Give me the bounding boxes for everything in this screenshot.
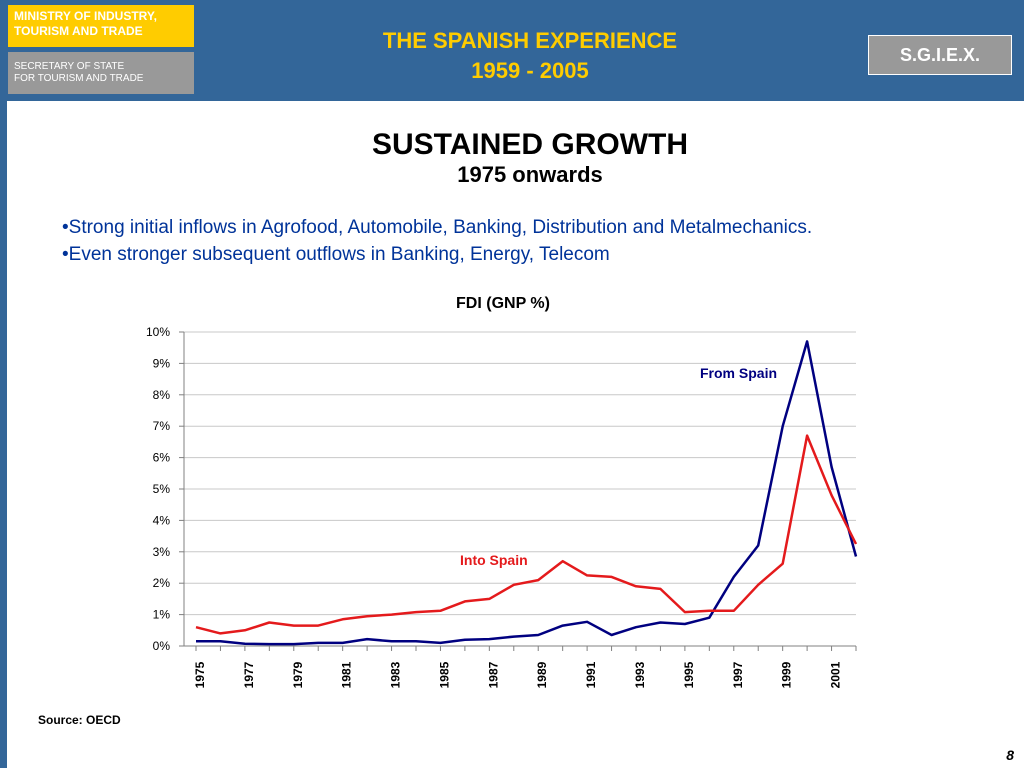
x-tick-label: 1991 — [584, 661, 598, 688]
header-title-line2: 1959 - 2005 — [471, 58, 589, 83]
secretary-line2: FOR TOURISM AND TRADE — [14, 73, 144, 84]
series-line-into-spain — [195, 434, 858, 635]
secretary-box: SECRETARY OF STATE FOR TOURISM AND TRADE — [8, 52, 194, 94]
x-tick-label: 1995 — [682, 661, 696, 688]
chart-title: FDI (GNP %) — [456, 295, 550, 312]
source-note: Source: OECD — [38, 713, 121, 727]
x-tick-label: 1987 — [486, 661, 500, 688]
x-tick-label: 1983 — [389, 661, 403, 688]
x-tick-label: 1989 — [535, 661, 549, 688]
ministry-line2: TOURISM AND TRADE — [14, 24, 143, 38]
x-tick-label: 1979 — [291, 661, 305, 688]
header-bar: MINISTRY OF INDUSTRY, TOURISM AND TRADE … — [0, 0, 1024, 101]
bullet-item-1: •Strong initial inflows in Agrofood, Aut… — [62, 217, 813, 238]
y-tick-label: 6% — [153, 451, 171, 465]
x-tick-label: 1985 — [437, 661, 451, 688]
ministry-logo-box: MINISTRY OF INDUSTRY, TOURISM AND TRADE — [8, 5, 194, 47]
left-accent-bar — [0, 101, 7, 768]
series-line-from-spain — [196, 340, 858, 646]
secretary-line1: SECRETARY OF STATE — [14, 61, 125, 72]
y-tick-label: 7% — [153, 419, 171, 433]
x-tick-label: 1975 — [193, 661, 207, 688]
series-label-from-spain: From Spain — [700, 365, 777, 381]
page-number: 8 — [1006, 747, 1014, 763]
y-tick-label: 3% — [153, 545, 171, 559]
y-tick-label: 10% — [146, 325, 170, 339]
y-tick-label: 2% — [153, 576, 171, 590]
x-tick-label: 1993 — [633, 661, 647, 688]
series-label-into-spain: Into Spain — [460, 552, 528, 568]
x-tick-label: 1999 — [780, 661, 794, 688]
bullet-item-2: •Even stronger subsequent outflows in Ba… — [62, 244, 610, 265]
y-tick-label: 8% — [153, 388, 171, 402]
x-tick-label: 1997 — [731, 661, 745, 688]
header-title: THE SPANISH EXPERIENCE 1959 - 2005 — [330, 26, 730, 86]
bullet-list: •Strong initial inflows in Agrofood, Aut… — [62, 214, 1012, 268]
y-tick-label: 5% — [153, 482, 171, 496]
slide-subtitle: 1975 onwards — [457, 162, 603, 187]
y-tick-label: 9% — [153, 356, 171, 370]
x-tick-label: 2001 — [829, 661, 843, 688]
x-tick-label: 1981 — [340, 661, 354, 688]
x-tick-label: 1977 — [242, 661, 256, 688]
header-title-line1: THE SPANISH EXPERIENCE — [382, 28, 678, 53]
y-tick-label: 1% — [153, 608, 171, 622]
y-tick-label: 0% — [153, 639, 171, 653]
y-tick-label: 4% — [153, 513, 171, 527]
ministry-line1: MINISTRY OF INDUSTRY, — [14, 9, 157, 23]
slide-title: SUSTAINED GROWTH — [371, 128, 689, 161]
sgiex-badge: S.G.I.E.X. — [868, 35, 1012, 75]
